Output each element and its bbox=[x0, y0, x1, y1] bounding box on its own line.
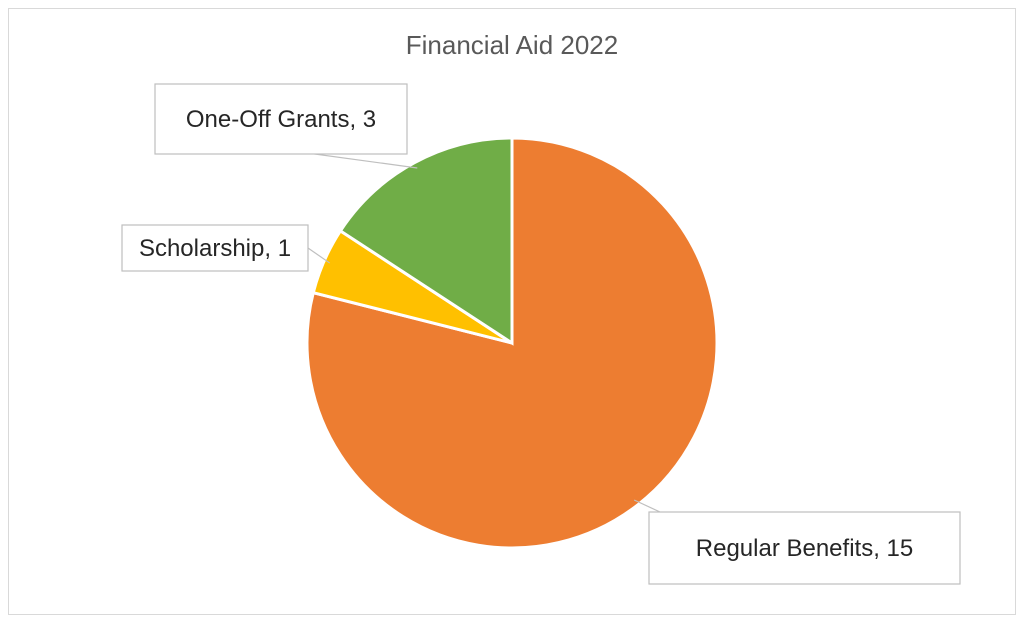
chart-title: Financial Aid 2022 bbox=[405, 30, 619, 60]
data-label-scholarship: Scholarship, 1 bbox=[139, 235, 291, 262]
pie-slice-one-off-grants bbox=[338, 136, 514, 346]
data-label-callout-box bbox=[154, 83, 408, 155]
data-label-one-off-grants: One-Off Grants, 3 bbox=[186, 106, 376, 133]
data-label-callout-box bbox=[648, 511, 961, 585]
data-label-callout-box bbox=[121, 224, 309, 272]
callout-leader-line bbox=[307, 247, 331, 264]
callout-leader-line bbox=[633, 499, 661, 513]
data-label-regular-benefits: Regular Benefits, 15 bbox=[696, 535, 913, 562]
callout-leader-line bbox=[299, 151, 418, 169]
